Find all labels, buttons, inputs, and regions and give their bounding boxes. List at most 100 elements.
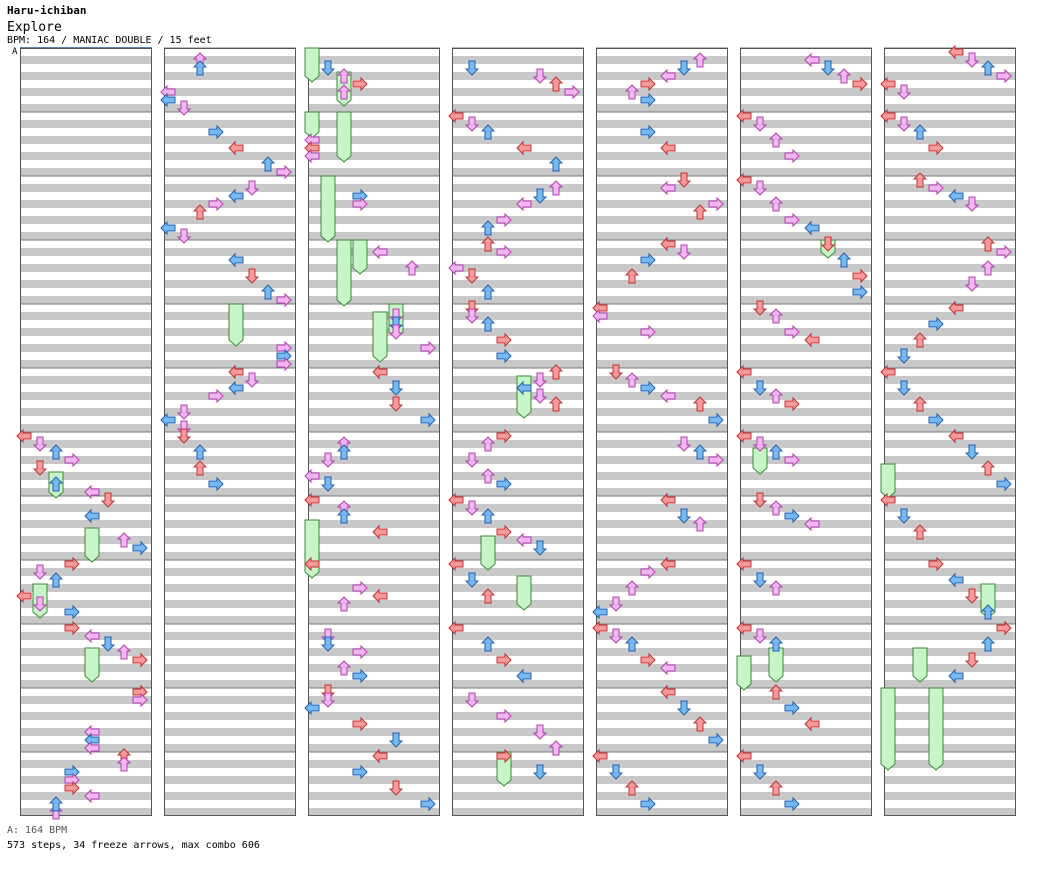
beat-stripe: [164, 472, 296, 480]
beat-stripe: [308, 808, 440, 816]
step-arrow-up: [480, 508, 496, 524]
step-arrow-right: [276, 356, 292, 372]
beat-stripe: [596, 760, 728, 768]
beat-stripe: [452, 552, 584, 560]
step-arrow-left: [448, 260, 464, 276]
beat-stripe: [308, 520, 440, 528]
column-border: [452, 48, 584, 816]
beat-stripe: [308, 472, 440, 480]
beat-stripe: [452, 808, 584, 816]
beat-stripe: [596, 200, 728, 208]
step-arrow-down: [676, 172, 692, 188]
step-arrow-right: [64, 452, 80, 468]
beat-stripe: [164, 632, 296, 640]
beat-stripe: [740, 632, 872, 640]
step-arrow-right: [784, 508, 800, 524]
step-arrow-up: [480, 436, 496, 452]
beat-stripe: [596, 776, 728, 784]
beat-stripe: [20, 344, 152, 352]
beat-stripe: [308, 632, 440, 640]
beat-stripe: [452, 296, 584, 304]
step-arrow-left: [660, 388, 676, 404]
step-arrow-left: [736, 556, 752, 572]
beat-stripe: [452, 104, 584, 112]
step-arrow-down: [320, 452, 336, 468]
freeze-arrow: [84, 527, 100, 563]
freeze-arrow: [736, 655, 752, 691]
beat-stripe: [884, 360, 1016, 368]
step-arrow-up: [116, 644, 132, 660]
footer-stats: 573 steps, 34 freeze arrows, max combo 6…: [7, 840, 260, 851]
beat-stripe: [740, 88, 872, 96]
step-arrow-up: [480, 236, 496, 252]
beat-stripe: [740, 72, 872, 80]
step-arrow-right: [352, 196, 368, 212]
beat-stripe: [884, 184, 1016, 192]
beat-stripe: [740, 248, 872, 256]
beat-stripe: [164, 696, 296, 704]
step-arrow-right: [928, 556, 944, 572]
beat-stripe: [164, 520, 296, 528]
chart-column: [596, 47, 728, 816]
step-arrow-right: [352, 668, 368, 684]
step-arrow-up: [480, 220, 496, 236]
step-arrow-up: [116, 756, 132, 772]
step-arrow-up: [192, 460, 208, 476]
step-arrow-left: [304, 468, 320, 484]
beat-stripe: [596, 536, 728, 544]
step-arrow-up: [768, 308, 784, 324]
beat-stripe: [164, 600, 296, 608]
step-arrow-left: [660, 140, 676, 156]
step-arrow-up: [624, 268, 640, 284]
beat-stripe: [596, 808, 728, 816]
step-arrow-right: [496, 332, 512, 348]
step-arrow-right: [928, 140, 944, 156]
freeze-arrow: [912, 647, 928, 683]
step-arrow-left: [228, 140, 244, 156]
beat-stripe: [20, 584, 152, 592]
step-arrow-left: [448, 620, 464, 636]
beat-stripe: [452, 776, 584, 784]
step-arrow-up: [692, 444, 708, 460]
beat-stripe: [596, 312, 728, 320]
step-arrow-down: [676, 508, 692, 524]
step-arrow-down: [320, 692, 336, 708]
beat-stripe: [308, 776, 440, 784]
beat-stripe: [884, 136, 1016, 144]
beat-stripe: [596, 792, 728, 800]
beat-stripe: [740, 808, 872, 816]
beat-stripe: [452, 328, 584, 336]
beat-stripe: [884, 392, 1016, 400]
step-arrow-left: [304, 148, 320, 164]
beat-stripe: [308, 152, 440, 160]
beat-stripe: [308, 680, 440, 688]
step-arrow-down: [676, 60, 692, 76]
beat-stripe: [596, 408, 728, 416]
beat-stripe: [308, 200, 440, 208]
beat-stripe: [20, 712, 152, 720]
beat-stripe: [452, 568, 584, 576]
beat-stripe: [164, 200, 296, 208]
beat-stripe: [20, 376, 152, 384]
beat-stripe: [884, 424, 1016, 432]
beat-stripe: [308, 616, 440, 624]
beat-stripe: [452, 792, 584, 800]
beat-stripe: [164, 728, 296, 736]
step-arrow-up: [48, 572, 64, 588]
step-arrow-right: [996, 476, 1012, 492]
step-arrow-left: [804, 716, 820, 732]
beat-stripe: [596, 280, 728, 288]
step-arrow-left: [804, 220, 820, 236]
beat-stripe: [20, 168, 152, 176]
freeze-arrow: [336, 239, 352, 307]
step-arrow-up: [192, 444, 208, 460]
step-arrow-up: [980, 260, 996, 276]
step-arrow-right: [784, 324, 800, 340]
beat-stripe: [884, 440, 1016, 448]
beat-stripe: [452, 344, 584, 352]
beat-stripe: [884, 344, 1016, 352]
beat-stripe: [740, 472, 872, 480]
step-arrow-up: [48, 444, 64, 460]
beat-stripe: [596, 296, 728, 304]
beat-stripe: [884, 232, 1016, 240]
